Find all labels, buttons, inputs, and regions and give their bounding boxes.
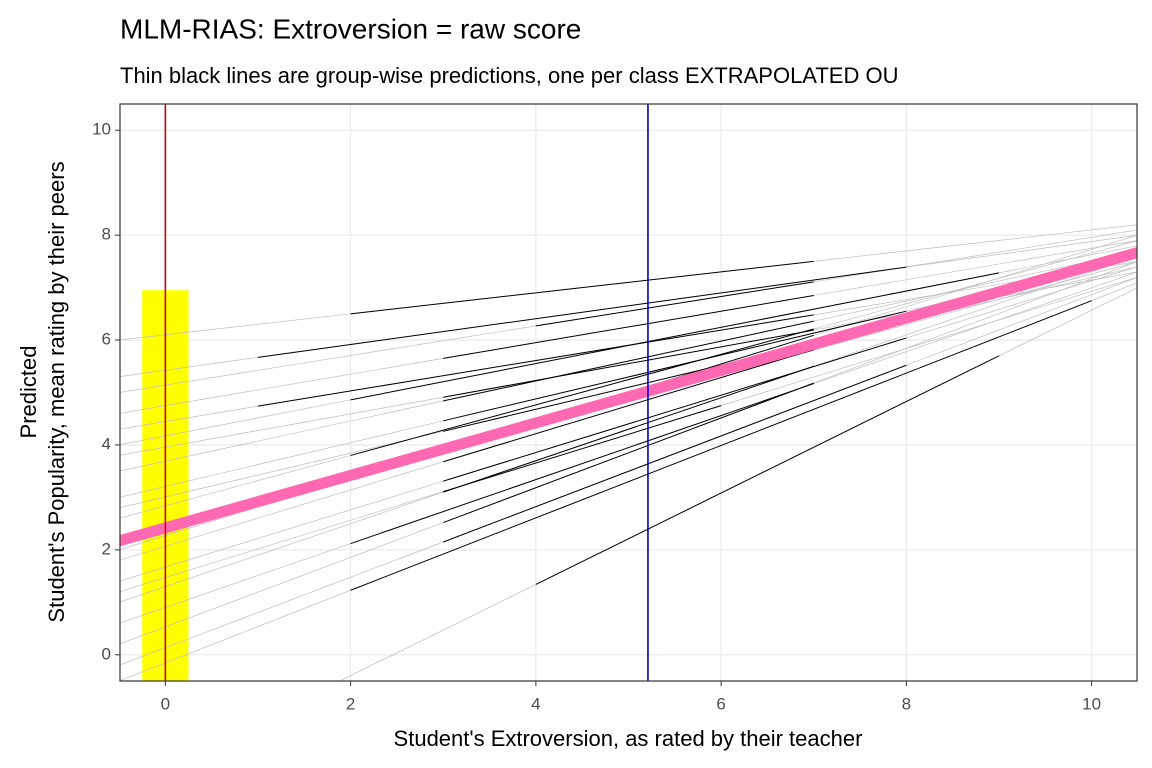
group-line — [443, 382, 814, 524]
y-tick-label: 6 — [102, 330, 111, 349]
x-tick-label: 8 — [902, 694, 911, 713]
x-tick-label: 2 — [346, 694, 355, 713]
chart-title: MLM-RIAS: Extroversion = raw score — [120, 13, 581, 44]
group-line — [535, 281, 814, 327]
y-tick-label: 8 — [102, 225, 111, 244]
group-line — [350, 260, 814, 315]
group-line — [443, 365, 814, 493]
fixed-effect-line — [120, 247, 1137, 547]
group-line — [443, 349, 814, 463]
extrapolated-line — [338, 287, 1137, 681]
y-tick-label: 0 — [102, 644, 111, 663]
y-tick-label: 10 — [92, 120, 111, 139]
x-tick-label: 6 — [716, 694, 725, 713]
y-axis-title: Predicted — [16, 346, 41, 439]
group-line — [535, 355, 1000, 585]
y-axis-title: Student's Popularity, mean rating by the… — [44, 161, 69, 622]
plot-area — [120, 104, 1137, 681]
group-line — [350, 328, 814, 456]
group-line — [257, 266, 907, 358]
group-line — [350, 383, 814, 545]
group-line — [443, 294, 814, 359]
group-line — [350, 272, 1000, 401]
group-line — [350, 300, 1092, 591]
group-line — [443, 405, 722, 493]
group-line — [443, 320, 814, 402]
group-line — [443, 337, 907, 482]
x-axis-title: Student's Extroversion, as rated by thei… — [394, 726, 863, 751]
chart-subtitle: Thin black lines are group-wise predicti… — [120, 63, 898, 88]
x-tick-label: 4 — [531, 694, 540, 713]
y-tick-label: 2 — [102, 539, 111, 558]
x-tick-label: 10 — [1082, 694, 1101, 713]
x-tick-label: 0 — [161, 694, 170, 713]
group-line — [443, 364, 907, 543]
group-line — [443, 329, 814, 398]
group-line — [443, 310, 907, 422]
group-line — [257, 314, 814, 407]
plot-border — [119, 103, 1138, 682]
y-tick-label: 4 — [102, 434, 111, 453]
